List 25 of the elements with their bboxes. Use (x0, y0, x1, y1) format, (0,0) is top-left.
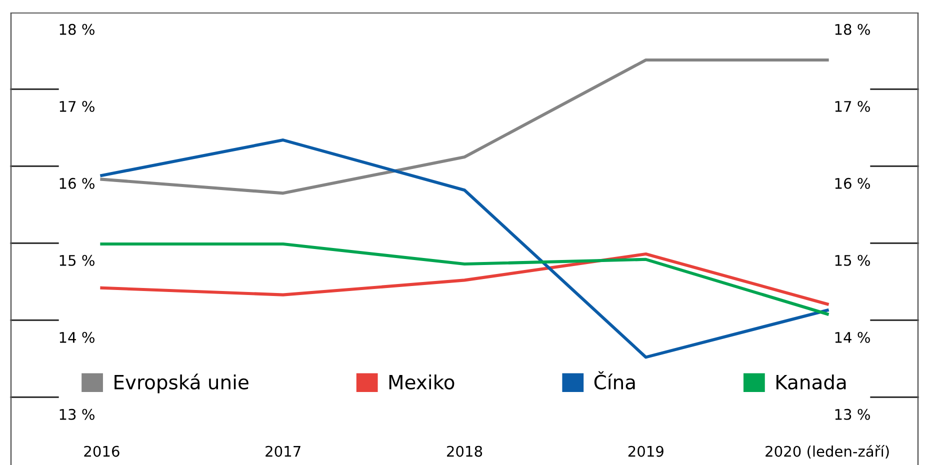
y2-tick-label: 18 % (835, 24, 870, 35)
y-tick-label: 15 % (60, 254, 94, 266)
x-tick-label: 2020 (leden-září) (766, 444, 889, 459)
line-series (100, 58, 829, 195)
y2-tick-label: 15 % (835, 254, 870, 266)
y2-tick-label: 16 % (835, 178, 870, 189)
y-tick-label: 14 % (60, 332, 94, 343)
x-tick-label: 2018 (447, 446, 482, 457)
y2-tick-label: 17 % (835, 100, 870, 112)
y-tick-label: 17 % (60, 100, 94, 112)
legend-label: Mexiko (389, 374, 454, 390)
legend-label: Kanada (776, 374, 846, 390)
legend-label: Čína (594, 371, 635, 390)
x-tick-label: 2017 (266, 446, 300, 457)
y-tick-label: 18 % (60, 24, 94, 35)
x-tick-label: 2019 (628, 446, 664, 457)
line-series (100, 252, 829, 306)
y2-tick-label: 13 % (835, 408, 870, 420)
line-series (100, 242, 829, 316)
x-tick-label: 2016 (84, 446, 120, 457)
legend-label: Evropská unie (114, 374, 248, 394)
line-series (100, 138, 829, 359)
y2-tick-label: 14 % (835, 332, 870, 343)
y-tick-label: 16 % (60, 178, 94, 189)
y-tick-label: 13 % (60, 408, 94, 420)
